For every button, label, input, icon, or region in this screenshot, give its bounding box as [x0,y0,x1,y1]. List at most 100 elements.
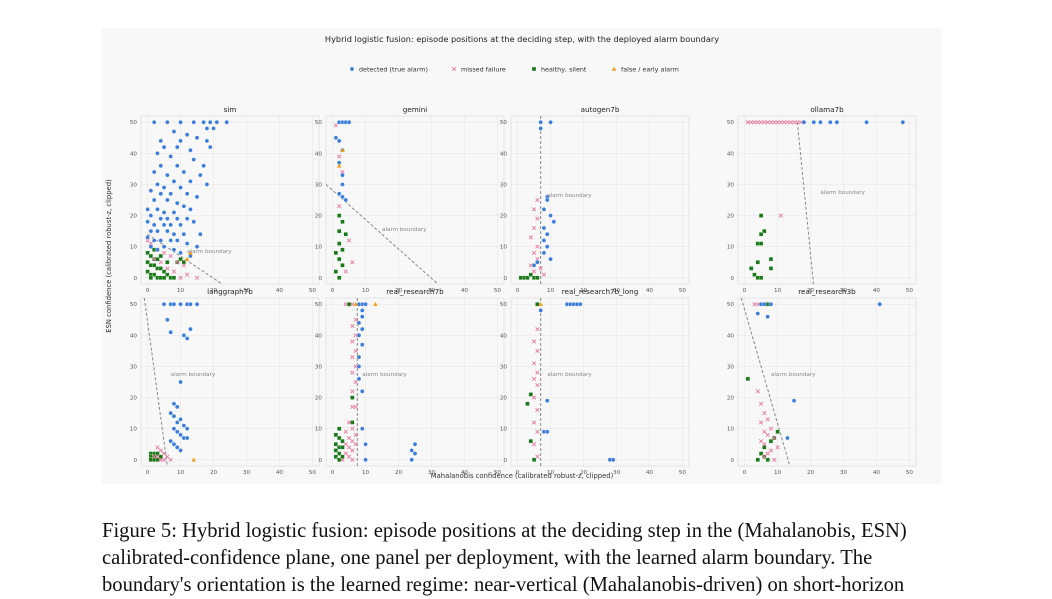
data-point-x [165,266,170,271]
data-point-x [765,451,770,456]
data-point-x [152,256,157,262]
data-point-x [353,364,358,369]
data-point-circle [541,225,547,231]
data-point-x [755,389,760,394]
data-point-x [353,442,358,447]
data-point-circle [174,238,180,243]
data-point-x [350,302,355,307]
x-tick-label: 40 [873,470,881,476]
data-point-square [145,260,150,265]
caption-line: Figure 5: Hybrid logistic fusion: episod… [102,520,907,542]
data-point-circle [168,191,173,197]
y-tick-label: 20 [727,214,735,220]
data-point-circle [204,126,210,131]
data-point-circle [168,329,173,335]
data-point-circle [158,163,164,169]
data-point-square [145,269,150,274]
y-axis-label: ESN confidence (calibrated robust-z, cli… [105,179,113,333]
y-tick-label: 40 [500,151,508,157]
data-point-square [333,269,339,274]
data-point-x [531,339,537,344]
data-point-circle [145,219,150,225]
data-point-circle [194,244,200,249]
data-point-x [762,442,767,447]
data-point-circle [151,222,157,228]
data-point-circle [188,207,193,212]
data-point-circle [151,169,157,175]
data-point-circle [204,182,210,187]
y-tick-label: 50 [315,302,323,308]
y-tick-label: 30 [500,364,508,370]
data-point-circle [363,301,368,307]
data-point-square [765,457,770,462]
data-point-circle [541,207,547,212]
data-point-circle [161,210,167,215]
data-point-x [762,120,767,125]
data-point-x [778,120,783,125]
data-point-x [752,120,757,125]
data-point-x [171,269,177,274]
data-point-x [343,451,348,456]
points-layer [745,119,906,284]
x-tick-label: 10 [774,288,782,294]
data-point-circle [184,241,190,246]
x-tick-label: 20 [210,288,218,294]
panel-title: ollama7b [810,105,844,114]
data-point-circle [544,429,550,435]
data-point-circle [168,438,173,444]
data-point-x [340,457,345,462]
panel-title: langgraph7b [207,287,253,296]
data-point-circle [551,219,557,225]
y-tick-label: 10 [727,245,735,251]
data-point-square [525,401,530,406]
data-point-circle [155,182,160,187]
x-tick-label: 50 [494,288,502,294]
y-tick-label: 0 [133,276,137,282]
y-tick-label: 0 [730,276,734,282]
data-point-x [535,382,540,388]
panel-frame [510,297,690,467]
data-point-circle [194,135,200,141]
y-tick-label: 20 [727,396,735,402]
data-point-square [531,457,537,462]
data-point-x [168,457,173,462]
y-tick-label: 0 [730,458,734,464]
data-point-circle [184,216,190,221]
data-point-triangle [373,301,378,307]
data-point-circle [359,389,365,394]
data-point-circle [165,197,170,203]
points-layer [145,119,230,284]
data-point-x [350,339,355,344]
data-point-x [535,326,540,332]
data-point-square [758,213,764,218]
x-tick-label: 10 [362,288,370,294]
legend-marker-x [451,66,457,72]
x-tick-label: 30 [243,470,251,476]
alarm-boundary-label: alarm boundary [771,372,816,378]
legend-marker-square [531,66,537,72]
data-point-circle [148,244,154,249]
data-point-circle [356,333,362,338]
data-point-circle [201,119,206,125]
y-tick-label: 30 [727,364,735,370]
data-point-circle [198,172,203,178]
data-point-square [337,241,342,246]
data-point-circle [174,163,180,169]
x-tick-label: 40 [276,470,284,476]
data-point-circle [359,342,365,347]
data-point-circle [346,119,352,125]
data-point-x [158,260,163,265]
x-tick-label: 10 [547,288,555,294]
data-point-x [758,438,764,444]
data-point-circle [161,301,167,307]
data-point-circle [356,320,362,326]
data-point-x [775,445,780,450]
data-point-x [181,263,186,268]
y-tick-label: 30 [315,182,323,188]
x-tick-label: 10 [547,470,555,476]
data-point-x [346,454,352,459]
data-point-circle [151,238,157,243]
data-point-circle [548,213,553,218]
y-tick-label: 30 [130,182,138,188]
x-tick-label: 10 [774,470,782,476]
